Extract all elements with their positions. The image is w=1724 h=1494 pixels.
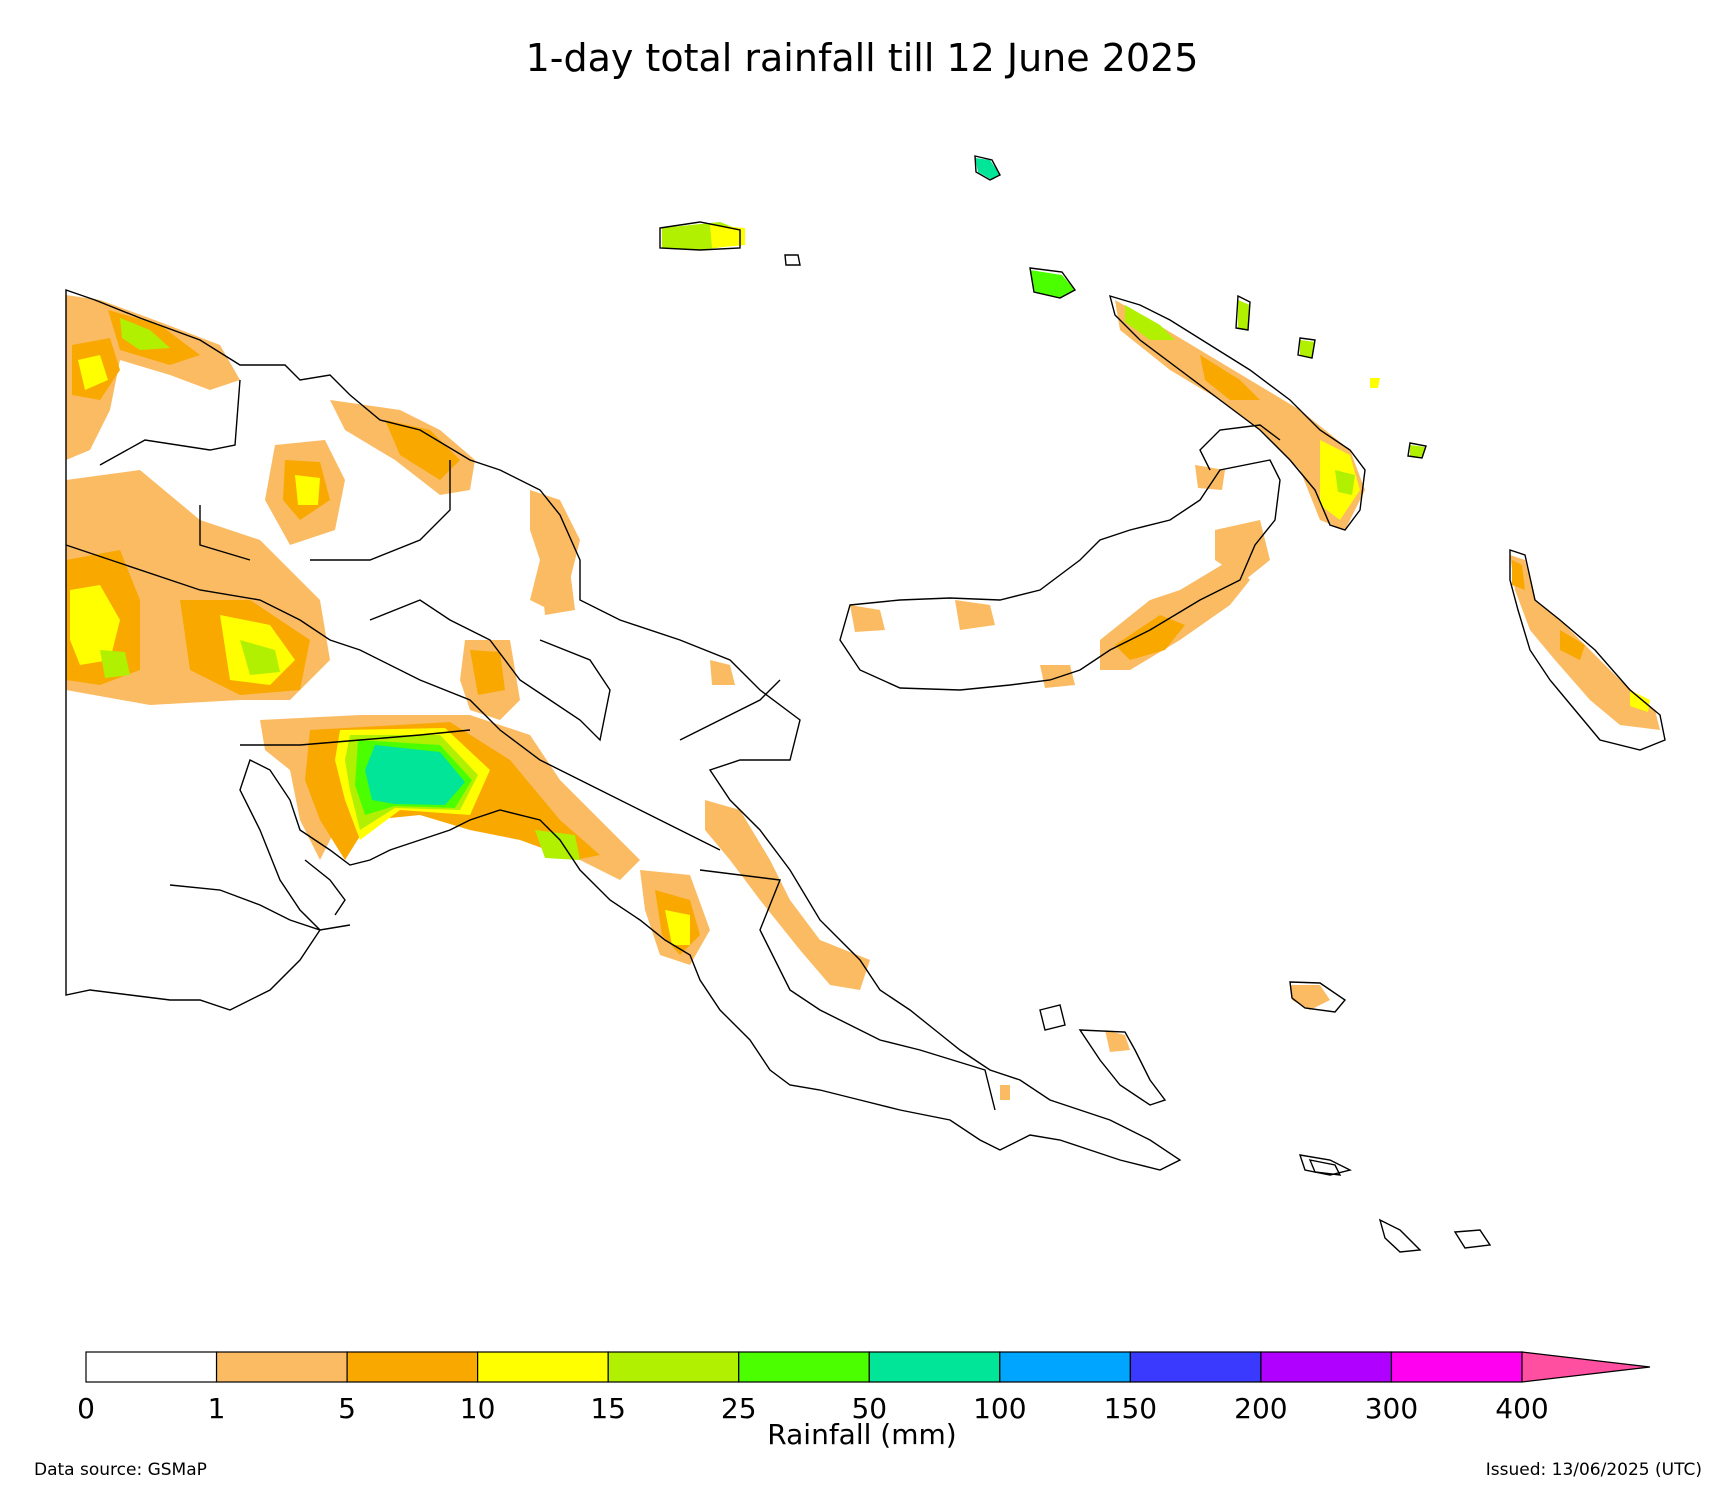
rain-area-15mm xyxy=(1238,300,1250,330)
data-source: Data source: GSMaP xyxy=(34,1460,207,1480)
island-outline xyxy=(1029,267,1077,299)
colorbar-tick-label: 50 xyxy=(851,1392,888,1425)
province-border xyxy=(65,544,721,851)
rain-area-5mm xyxy=(1200,355,1260,400)
mainland-outline xyxy=(65,289,1182,1171)
colorbar-segment xyxy=(477,1351,609,1383)
rain-area-1mm xyxy=(1105,1030,1130,1052)
island-outline xyxy=(1378,1218,1422,1253)
rain-area-1mm xyxy=(1195,465,1225,490)
new-britain-outline xyxy=(839,459,1281,691)
island-outline xyxy=(1407,442,1427,459)
rain-area-1mm xyxy=(1215,520,1270,580)
island-outline xyxy=(974,155,1001,181)
colorbar-segment xyxy=(1129,1351,1262,1383)
rain-area-1mm xyxy=(1510,555,1660,730)
colorbar xyxy=(85,1351,1651,1383)
rain-area-5mm xyxy=(1512,560,1525,590)
colorbar-segment xyxy=(738,1351,870,1383)
rain-area-1mm xyxy=(540,565,575,615)
rain-area-5mm xyxy=(1560,630,1585,660)
rain-area-5mm xyxy=(1115,615,1185,660)
province-border xyxy=(310,460,451,561)
rain-area-15mm xyxy=(1335,470,1355,495)
province-border xyxy=(199,505,251,561)
rain-area-10mm xyxy=(78,355,108,390)
colorbar-tick-label: 15 xyxy=(590,1392,626,1425)
colorbar-tick-label: 0 xyxy=(77,1392,95,1425)
island-outline xyxy=(1039,1004,1066,1031)
rain-area-10mm xyxy=(665,910,690,945)
rain-area-5mm xyxy=(470,650,505,695)
colorbar-tick-label: 300 xyxy=(1364,1392,1419,1425)
rain-area-15mm xyxy=(100,650,130,678)
rain-area-15mm xyxy=(120,318,170,350)
province-border xyxy=(240,729,471,746)
colorbar-segment xyxy=(607,1351,740,1383)
colorbar-tick-label: 100 xyxy=(973,1392,1027,1425)
rain-area-1mm xyxy=(955,600,995,630)
rain-area-15mm xyxy=(1125,305,1175,340)
rain-area-1mm xyxy=(850,605,885,632)
province-border xyxy=(99,379,241,466)
manus-outline xyxy=(659,221,741,251)
rain-area-15mm xyxy=(240,640,280,675)
colorbar-segment xyxy=(868,1351,1001,1383)
map-title: 1-day total rainfall till 12 June 2025 xyxy=(525,36,1199,80)
rain-area-10mm xyxy=(710,225,745,248)
bougainville-outline xyxy=(1509,549,1666,751)
rainfall-shading xyxy=(66,158,1660,1100)
island-outline xyxy=(784,254,801,266)
island-outline xyxy=(1289,981,1347,1013)
coastlines xyxy=(65,155,1666,1253)
rain-area-5mm xyxy=(385,420,460,480)
colorbar-tick-label: 200 xyxy=(1234,1392,1288,1425)
colorbar-segment xyxy=(85,1351,218,1383)
colorbar-segment xyxy=(1260,1351,1393,1383)
island-outline xyxy=(1078,1029,1167,1106)
colorbar-tick-label: 150 xyxy=(1103,1392,1158,1425)
colorbar-tick-label: 1 xyxy=(207,1392,226,1425)
colorbar-tick-label: 25 xyxy=(720,1392,757,1425)
island-outline xyxy=(1235,294,1251,331)
colorbar-segment xyxy=(215,1351,348,1383)
island-outline xyxy=(1297,337,1316,359)
rain-area-10mm xyxy=(295,475,320,505)
colorbar-segment xyxy=(346,1351,479,1383)
delta-coast xyxy=(304,859,346,916)
rain-area-15mm xyxy=(1410,445,1425,457)
new-britain-peninsula xyxy=(1199,424,1281,471)
colorbar-extend-arrow xyxy=(1521,1351,1651,1383)
province-border xyxy=(369,599,611,742)
rain-area-10mm xyxy=(70,585,120,665)
rain-area-1mm xyxy=(1000,1085,1010,1100)
colorbar-segment xyxy=(999,1351,1131,1383)
rain-area-1mm xyxy=(1290,985,1330,1010)
rain-area-15mm xyxy=(1300,340,1315,358)
colorbar-title: Rainfall (mm) xyxy=(767,1418,957,1451)
new-ireland-outline xyxy=(1109,294,1366,531)
rain-area-1mm xyxy=(66,295,240,460)
rain-area-50mm xyxy=(365,745,465,805)
rain-area-25mm xyxy=(1030,270,1075,298)
island-outline xyxy=(1453,1229,1492,1249)
rain-area-1mm xyxy=(710,660,735,685)
province-border xyxy=(699,869,996,1111)
issued-date: Issued: 13/06/2025 (UTC) xyxy=(1485,1460,1702,1480)
colorbar-segment xyxy=(1390,1351,1523,1383)
island-outline xyxy=(1298,1154,1353,1176)
rain-area-50mm xyxy=(975,158,1000,180)
colorbar-tick-label: 10 xyxy=(459,1392,496,1425)
province-border xyxy=(679,679,781,741)
rain-area-1mm xyxy=(1040,665,1075,688)
delta-coast xyxy=(169,884,351,931)
colorbar-tick-label: 5 xyxy=(338,1392,356,1425)
rain-area-10mm xyxy=(1630,690,1650,712)
island-outline xyxy=(1308,1159,1342,1176)
colorbar-tick-label: 400 xyxy=(1495,1392,1549,1425)
rain-area-10mm xyxy=(1370,378,1380,388)
rain-area-1mm xyxy=(705,800,870,990)
